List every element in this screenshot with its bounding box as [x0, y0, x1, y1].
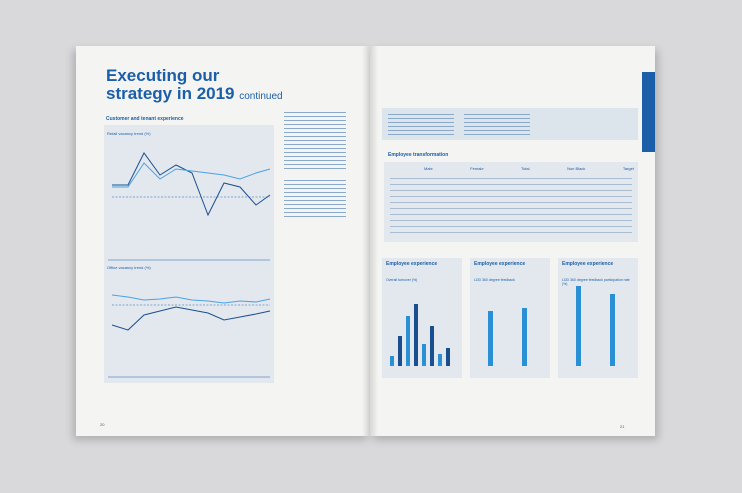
page-number: 21	[620, 424, 625, 429]
bar	[422, 344, 426, 366]
body-text	[284, 180, 346, 220]
series-line	[111, 306, 271, 331]
panel: Employee experience Overall turnover (%)	[382, 258, 462, 378]
title: strategy in 2019 continued	[106, 84, 283, 104]
column-header: Female	[470, 166, 484, 171]
chart-panel	[104, 125, 274, 383]
column-header: Non Black	[567, 166, 586, 171]
panel-title: Employee experience	[386, 261, 438, 267]
bar	[446, 348, 450, 366]
chart-title: Retail vacancy trend (%)	[107, 131, 151, 136]
body-text	[284, 112, 346, 172]
bar	[406, 316, 410, 366]
body-text	[388, 114, 454, 136]
panel-title: Employee experience	[562, 261, 614, 267]
bar	[488, 311, 493, 366]
series-line	[112, 152, 271, 217]
bar	[610, 294, 615, 366]
table: Male Female Total Non Black Target	[384, 162, 638, 242]
page-number: 20	[100, 422, 105, 427]
table-rows	[390, 178, 632, 238]
title: Executing our	[106, 66, 220, 85]
panel-subtitle: LDD 360 degree feedback	[474, 278, 515, 282]
panel-subtitle: Overall turnover (%)	[386, 278, 418, 282]
panel: Employee experience LDD 360 degree feedba…	[470, 258, 550, 378]
tab	[642, 72, 655, 152]
title-suffix: continued	[239, 91, 283, 102]
body-text	[464, 114, 530, 136]
bar	[430, 326, 434, 366]
chart-title: Office vacancy trend (%)	[107, 265, 151, 270]
series-line	[111, 294, 271, 304]
series-line	[112, 162, 271, 188]
bar	[576, 286, 581, 366]
bar	[390, 356, 394, 366]
panel-subtitle: LDD 360 degree feedback participation ra…	[562, 278, 630, 286]
column-header: Male	[424, 166, 433, 171]
panel-title: Employee experience	[474, 261, 526, 267]
section-title: Customer and tenant experience	[106, 116, 184, 122]
spine	[362, 46, 378, 436]
table-header: Male Female Total Non Black Target	[424, 166, 634, 171]
column-header: Total	[521, 166, 530, 171]
title: strategy in 2019	[106, 84, 235, 103]
line-charts	[108, 152, 271, 378]
bar	[398, 336, 402, 366]
bar	[438, 354, 442, 366]
bar	[414, 304, 418, 366]
panel: Employee experience LDD 360 degree feedba…	[558, 258, 638, 378]
section-title: Employee transformation	[388, 152, 449, 158]
column-header: Target	[622, 166, 634, 171]
bar	[522, 308, 527, 366]
